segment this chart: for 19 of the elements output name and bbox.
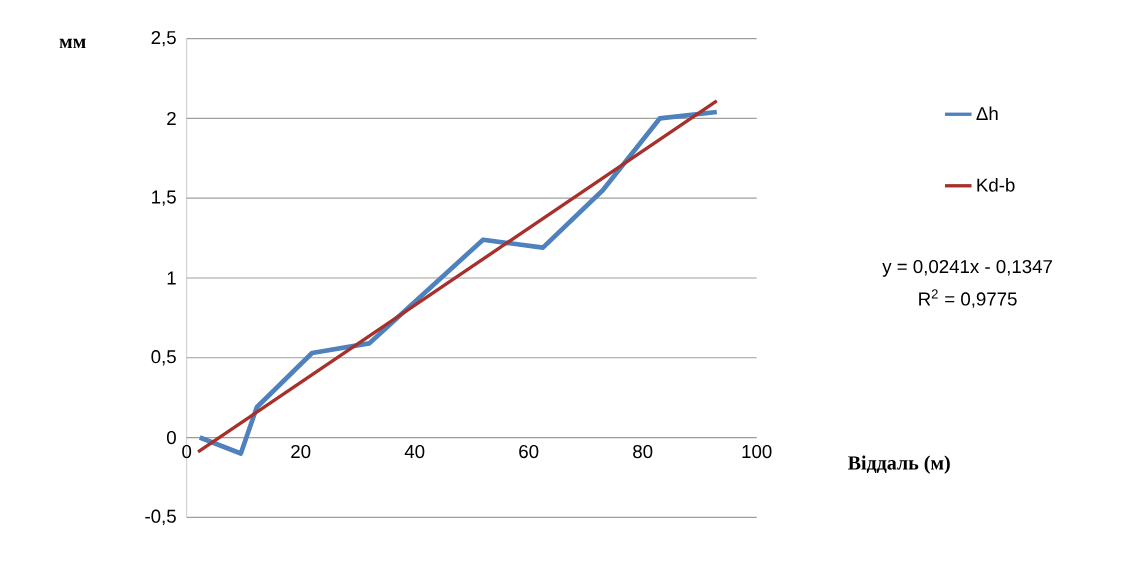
text: y = 0,0241x - 0,1347 [882, 259, 1052, 277]
x-tick-label: 20 [291, 444, 311, 459]
x-tick-label: 100 [742, 444, 772, 459]
y-tick-label: -0,5 [145, 509, 176, 526]
y-tick-label: 2,5 [151, 30, 176, 47]
x-tick-label: 0 [182, 444, 192, 459]
text: R$^{2}$ = 0,9775 [919, 289, 1017, 308]
x-tick-label: 40 [404, 444, 425, 459]
y-tick-label: 0 [166, 430, 176, 445]
x-tick-label: 60 [519, 444, 539, 459]
x-tick-label: 80 [633, 444, 653, 459]
y-tick-label: 0,5 [151, 350, 176, 366]
legend-label: Δh [976, 106, 998, 121]
y-tick-label: 1 [167, 271, 176, 285]
x-axis-title: Віддаль (м) [847, 455, 950, 474]
y-tick-label: 1,5 [152, 190, 176, 206]
y-tick-label: 2 [167, 111, 176, 125]
legend-label: Kd-b [977, 178, 1015, 192]
y-axis-title: мм [59, 38, 86, 49]
